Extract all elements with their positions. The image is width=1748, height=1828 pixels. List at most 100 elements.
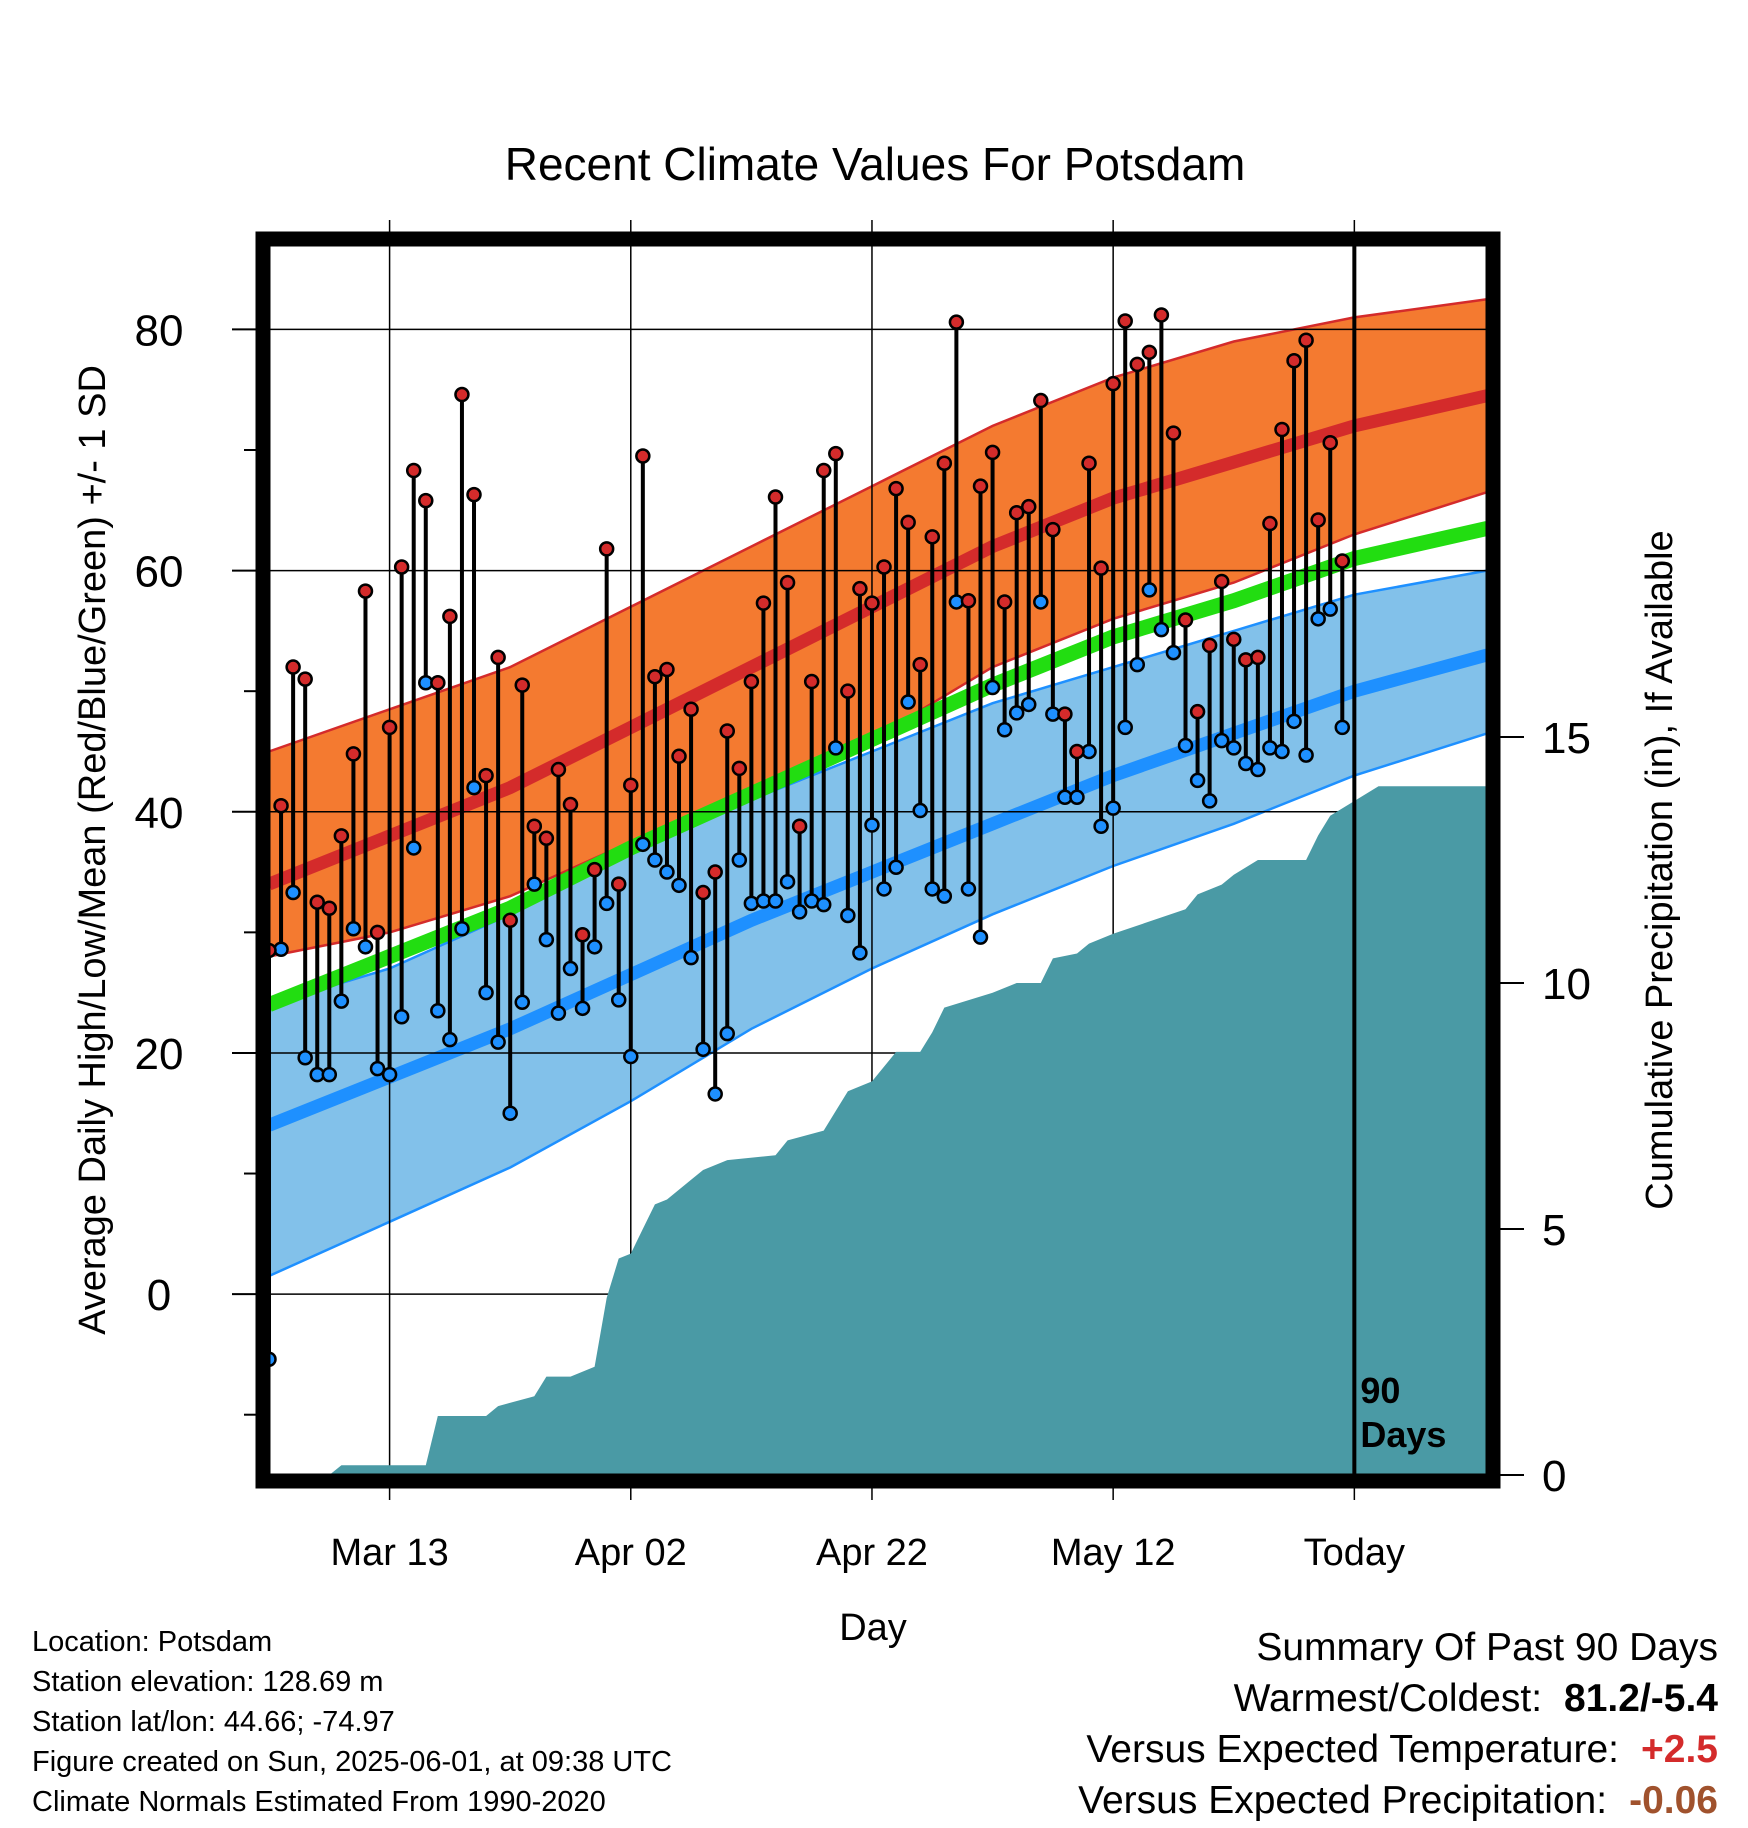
- high-point: [273, 797, 289, 814]
- high-point: [538, 830, 555, 847]
- x-axis-label: Day: [839, 1607, 907, 1649]
- low-point: [466, 779, 482, 796]
- today-days-label: 90: [1360, 1370, 1400, 1411]
- low-point: [1213, 732, 1230, 749]
- y2-tick-label: 10: [1542, 960, 1591, 1009]
- low-point: [1153, 621, 1170, 638]
- low-point: [454, 920, 470, 937]
- low-point: [1201, 793, 1218, 809]
- low-point: [1286, 713, 1302, 730]
- high-point: [405, 462, 422, 479]
- high-point: [755, 595, 772, 611]
- low-point: [369, 1060, 386, 1077]
- high-point: [1165, 425, 1182, 441]
- temp-label: Versus Expected Temperature:: [1086, 1728, 1619, 1771]
- low-point: [840, 907, 856, 924]
- axes: 0 20 40 60 80 0 5 10 15 Mar 13 Apr 02 Apr 22 May 12 T…: [135, 306, 1591, 1574]
- high-point: [1298, 332, 1314, 349]
- low-point: [1238, 755, 1254, 772]
- low-point: [779, 873, 796, 890]
- low-point: [1177, 737, 1194, 754]
- low-point: [996, 722, 1013, 738]
- high-point: [671, 748, 687, 765]
- high-point: [381, 719, 398, 736]
- high-point: [442, 608, 458, 625]
- low-point: [610, 992, 627, 1008]
- low-point: [864, 817, 880, 833]
- high-point: [815, 462, 832, 479]
- chart-title: Recent Climate Values For Potsdam: [505, 138, 1246, 190]
- y-tick-label: 60: [135, 548, 184, 597]
- low-point: [1334, 719, 1351, 736]
- observations: [261, 307, 1351, 1367]
- x-tick-label: Today: [1304, 1532, 1405, 1574]
- high-point: [345, 746, 362, 762]
- high-point: [1238, 652, 1254, 668]
- low-point: [538, 931, 555, 948]
- high-point: [731, 760, 748, 777]
- high-point: [1008, 504, 1025, 521]
- low-point: [719, 1025, 736, 1042]
- low-point: [647, 852, 663, 868]
- low-point: [1105, 800, 1121, 816]
- high-point: [864, 595, 880, 611]
- precip-row: Versus Expected Precipitation: -0.06: [1078, 1775, 1718, 1826]
- plot-frame: [255, 231, 1501, 1489]
- elevation-text: Station elevation: 128.69 m: [32, 1666, 384, 1698]
- high-point: [1250, 649, 1266, 666]
- high-point: [514, 677, 530, 693]
- low-point: [1129, 656, 1146, 673]
- low-point: [972, 929, 989, 945]
- high-point: [900, 514, 916, 531]
- precip-fill: [269, 786, 1487, 1475]
- low-point: [1093, 818, 1109, 834]
- high-point: [1153, 307, 1170, 323]
- low-point: [1008, 705, 1025, 721]
- high-point: [502, 912, 518, 929]
- high-point: [1093, 560, 1109, 576]
- y2-tick-label: 0: [1542, 1452, 1566, 1501]
- high-point: [562, 796, 579, 813]
- temp-row: Versus Expected Temperature: +2.5: [1078, 1724, 1718, 1775]
- high-point: [791, 818, 808, 834]
- warmest-label: Warmest/Coldest:: [1233, 1677, 1543, 1720]
- high-point: [1057, 706, 1073, 722]
- high-point: [610, 876, 627, 892]
- low-point: [731, 852, 748, 868]
- low-point: [490, 1034, 506, 1050]
- low-point: [1117, 719, 1133, 736]
- high-point: [1213, 573, 1230, 590]
- high-point: [309, 894, 325, 910]
- high-point: [1286, 353, 1302, 369]
- low-point: [1165, 644, 1182, 661]
- high-point: [852, 580, 868, 597]
- x-tick-label: May 12: [1051, 1532, 1176, 1574]
- high-point: [550, 761, 567, 778]
- warmest-coldest-row: Warmest/Coldest: 81.2/-5.4: [1078, 1673, 1718, 1724]
- low-point: [285, 884, 301, 901]
- low-point: [900, 694, 916, 710]
- high-point: [321, 900, 338, 916]
- low-point: [924, 881, 941, 897]
- high-point: [598, 541, 615, 557]
- high-point: [912, 656, 928, 673]
- high-point: [526, 818, 543, 834]
- high-point: [1262, 515, 1278, 532]
- y-tick-label: 80: [135, 306, 184, 355]
- high-point: [1129, 356, 1146, 373]
- low-point: [828, 740, 844, 756]
- high-sd-band: [269, 299, 1487, 957]
- high-point: [297, 671, 313, 687]
- low-point: [550, 1005, 567, 1021]
- high-point: [1201, 637, 1218, 654]
- high-point: [647, 668, 663, 685]
- x-tick-label: Mar 13: [330, 1532, 448, 1574]
- high-point: [1177, 612, 1194, 628]
- y2-tick-label: 5: [1542, 1206, 1566, 1255]
- high-point: [1020, 498, 1037, 515]
- temp-value: +2.5: [1641, 1728, 1718, 1771]
- low-point: [695, 1041, 711, 1058]
- high-point: [743, 673, 760, 690]
